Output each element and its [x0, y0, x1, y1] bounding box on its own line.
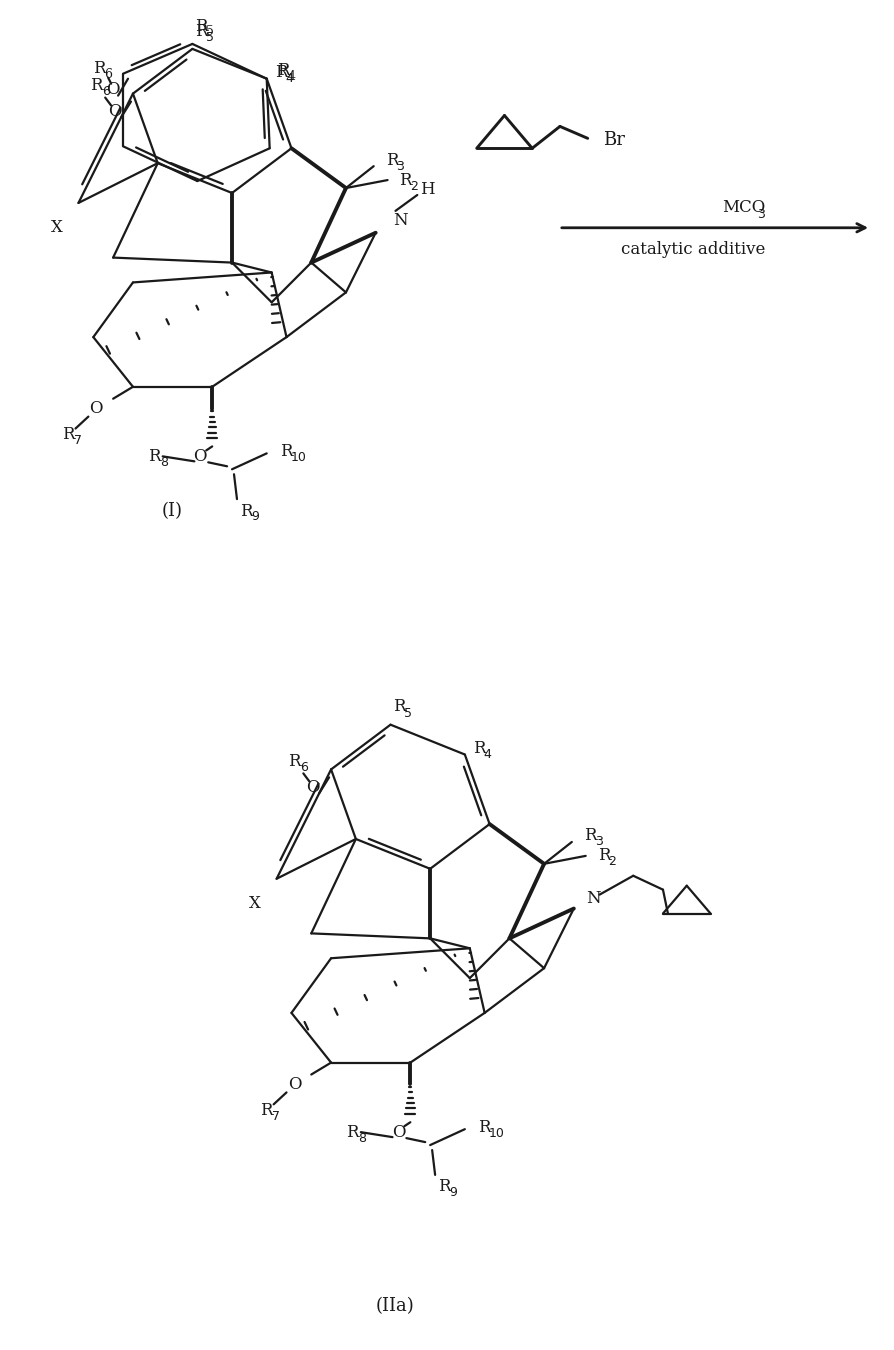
- Text: 3: 3: [594, 836, 602, 848]
- Text: 6: 6: [104, 69, 112, 81]
- Text: H: H: [419, 181, 434, 197]
- Text: R: R: [148, 448, 160, 464]
- Text: R: R: [195, 18, 207, 35]
- Text: 10: 10: [291, 451, 306, 464]
- Text: O: O: [108, 103, 122, 120]
- Text: R: R: [240, 502, 252, 520]
- Text: R: R: [477, 1119, 490, 1135]
- Text: 4: 4: [287, 70, 295, 84]
- Text: 10: 10: [488, 1127, 504, 1139]
- Text: R: R: [399, 171, 411, 189]
- Text: X: X: [51, 219, 63, 236]
- Text: O: O: [89, 400, 103, 417]
- Text: 4: 4: [285, 72, 293, 85]
- Text: R: R: [393, 698, 406, 716]
- Text: R: R: [583, 828, 595, 845]
- Text: O: O: [306, 779, 320, 795]
- Text: R: R: [472, 740, 485, 757]
- Text: 5: 5: [404, 707, 412, 721]
- Text: R: R: [279, 443, 291, 460]
- Text: N: N: [392, 212, 408, 230]
- Text: 7: 7: [272, 1110, 279, 1123]
- Text: MCO: MCO: [721, 200, 764, 216]
- Text: 9: 9: [250, 510, 258, 524]
- Text: R: R: [62, 427, 74, 443]
- Text: R: R: [195, 23, 207, 39]
- Text: 3: 3: [756, 208, 764, 221]
- Text: O: O: [392, 1123, 405, 1141]
- Text: R: R: [274, 65, 287, 81]
- Text: O: O: [193, 448, 207, 464]
- Text: Br: Br: [603, 131, 625, 150]
- Text: 9: 9: [449, 1187, 456, 1199]
- Text: 6: 6: [102, 85, 110, 99]
- Text: (I): (I): [162, 502, 183, 520]
- Text: R: R: [597, 848, 610, 864]
- Text: 6: 6: [300, 761, 308, 774]
- Text: R: R: [259, 1102, 272, 1119]
- Text: R: R: [288, 753, 300, 769]
- Text: 8: 8: [159, 456, 167, 468]
- Text: (IIa): (IIa): [375, 1297, 415, 1315]
- Text: R: R: [276, 62, 289, 80]
- Text: 2: 2: [608, 856, 616, 868]
- Text: 5: 5: [206, 26, 214, 39]
- Text: 2: 2: [409, 180, 417, 193]
- Text: catalytic additive: catalytic additive: [620, 242, 764, 258]
- Text: R: R: [437, 1179, 450, 1195]
- Text: N: N: [586, 890, 600, 907]
- Text: 4: 4: [483, 748, 491, 761]
- Text: 5: 5: [206, 31, 214, 45]
- Text: R: R: [346, 1123, 358, 1141]
- Text: 8: 8: [358, 1131, 366, 1145]
- Text: X: X: [249, 895, 260, 913]
- Text: 3: 3: [396, 159, 404, 173]
- Text: R: R: [90, 77, 103, 95]
- Text: R: R: [93, 61, 105, 77]
- Text: O: O: [287, 1076, 301, 1094]
- Text: 7: 7: [73, 433, 81, 447]
- Text: O: O: [106, 81, 120, 99]
- Text: R: R: [385, 151, 398, 169]
